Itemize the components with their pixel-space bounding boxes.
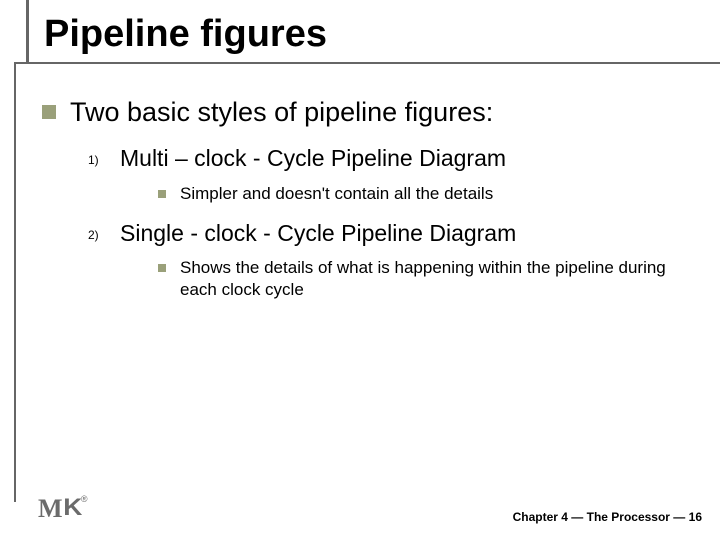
numbered-item-1: 1) Multi – clock - Cycle Pipeline Diagra… bbox=[88, 144, 696, 173]
publisher-logo: M K ® bbox=[38, 496, 88, 522]
logo-letter-m: M bbox=[38, 496, 61, 522]
logo-letter-k: K bbox=[63, 496, 79, 520]
square-bullet-icon bbox=[158, 190, 166, 198]
item-label: Single - clock - Cycle Pipeline Diagram bbox=[120, 219, 516, 248]
detail-item-2: Shows the details of what is happening w… bbox=[158, 257, 696, 301]
slide-title: Pipeline figures bbox=[44, 14, 720, 56]
body-vertical-rule bbox=[14, 62, 16, 502]
item-number: 1) bbox=[88, 153, 112, 167]
item-number: 2) bbox=[88, 228, 112, 242]
title-area: Pipeline figures bbox=[0, 0, 720, 64]
footer-text: Chapter 4 — The Processor — 16 bbox=[513, 510, 702, 524]
detail-text: Shows the details of what is happening w… bbox=[180, 257, 690, 301]
item-label: Multi – clock - Cycle Pipeline Diagram bbox=[120, 144, 506, 173]
content-area: Two basic styles of pipeline figures: 1)… bbox=[42, 96, 696, 316]
registered-icon: ® bbox=[81, 494, 88, 504]
bullet-level1: Two basic styles of pipeline figures: bbox=[42, 96, 696, 130]
detail-text: Simpler and doesn't contain all the deta… bbox=[180, 183, 493, 205]
numbered-item-2: 2) Single - clock - Cycle Pipeline Diagr… bbox=[88, 219, 696, 248]
square-bullet-icon bbox=[158, 264, 166, 272]
horizontal-rule bbox=[14, 62, 720, 64]
detail-item-1: Simpler and doesn't contain all the deta… bbox=[158, 183, 696, 205]
slide: Pipeline figures Two basic styles of pip… bbox=[0, 0, 720, 540]
square-bullet-icon bbox=[42, 105, 56, 119]
heading-text: Two basic styles of pipeline figures: bbox=[70, 96, 493, 130]
